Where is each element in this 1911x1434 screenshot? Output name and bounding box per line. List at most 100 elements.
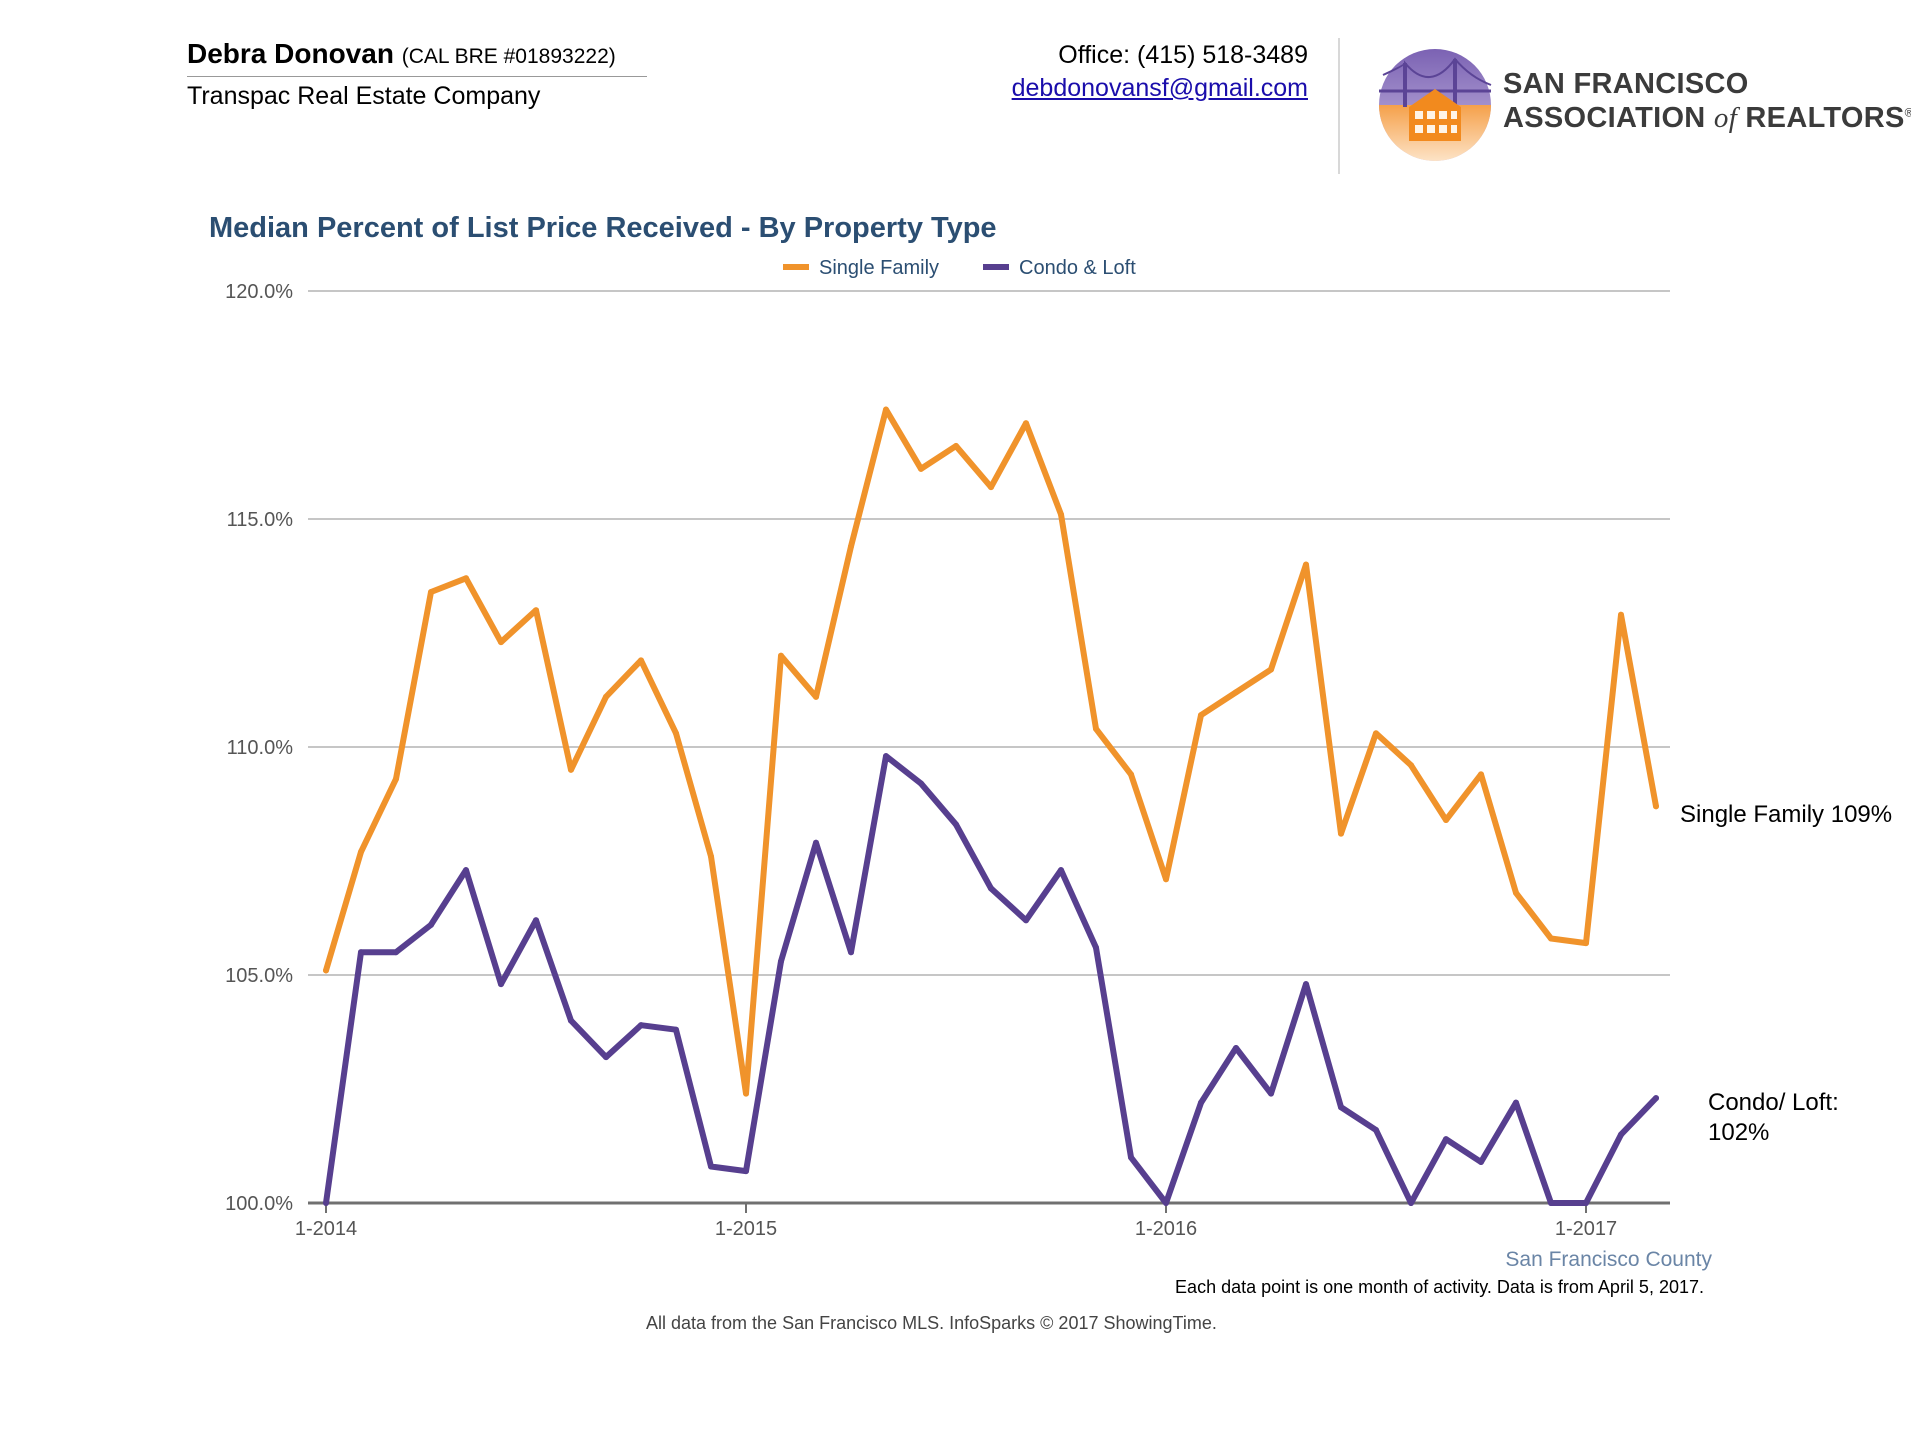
data-point xyxy=(953,443,959,450)
data-point xyxy=(988,484,994,491)
company-name: Transpac Real Estate Company xyxy=(187,82,541,110)
data-point xyxy=(463,575,469,582)
data-point xyxy=(1478,1158,1484,1165)
data-point xyxy=(1548,935,1554,942)
annotation-condo-label: Condo/ Loft: xyxy=(1708,1089,1839,1116)
data-point xyxy=(393,949,399,956)
data-point xyxy=(918,780,924,787)
data-point xyxy=(638,1022,644,1029)
data-point xyxy=(1443,816,1449,823)
association-realtors: REALTORS xyxy=(1737,102,1905,134)
association-name-line1: SAN FRANCISCO xyxy=(1503,68,1749,100)
data-point xyxy=(708,1163,714,1170)
data-point xyxy=(918,465,924,472)
data-point xyxy=(1058,867,1064,874)
data-point xyxy=(568,1017,574,1024)
county-label: San Francisco County xyxy=(1505,1248,1712,1271)
golden-gate-bridge-house-logo xyxy=(1379,49,1492,161)
data-point xyxy=(1373,1127,1379,1134)
agent-underline xyxy=(187,76,647,77)
data-point xyxy=(1058,511,1064,518)
data-point xyxy=(1548,1200,1554,1206)
data-point xyxy=(1303,981,1309,988)
data-point xyxy=(673,730,679,737)
annotation-condo-value: 102% xyxy=(1708,1119,1769,1146)
registered-mark: ® xyxy=(1904,105,1911,120)
footer-note: Each data point is one month of activity… xyxy=(1175,1277,1704,1297)
agent-name: Debra Donovan (CAL BRE #01893222) xyxy=(187,38,616,70)
data-point xyxy=(1268,1090,1274,1097)
data-point xyxy=(673,1026,679,1033)
data-point xyxy=(428,921,434,928)
data-point xyxy=(1408,1200,1414,1206)
x-tick-label: 1-2017 xyxy=(1555,1218,1617,1240)
data-point xyxy=(1128,771,1134,778)
data-point xyxy=(358,949,364,956)
data-point xyxy=(1163,876,1169,883)
x-tick-label: 1-2014 xyxy=(295,1218,357,1240)
y-tick-label: 115.0% xyxy=(227,509,294,531)
data-point xyxy=(1023,420,1029,427)
y-tick-label: 110.0% xyxy=(227,737,294,759)
data-point xyxy=(953,821,959,828)
data-point xyxy=(1618,611,1624,618)
data-point xyxy=(1093,944,1099,951)
footer-source: All data from the San Francisco MLS. Inf… xyxy=(646,1313,1217,1333)
data-point xyxy=(988,885,994,892)
data-point xyxy=(708,853,714,860)
data-point xyxy=(1338,830,1344,837)
data-point xyxy=(358,848,364,855)
y-tick-label: 105.0% xyxy=(225,965,293,987)
data-point xyxy=(603,1054,609,1061)
data-point xyxy=(568,766,574,773)
association-word: ASSOCIATION xyxy=(1503,102,1714,134)
data-point xyxy=(1023,917,1029,924)
data-point xyxy=(1653,803,1659,810)
data-point xyxy=(533,917,539,924)
data-point xyxy=(1198,712,1204,719)
data-point xyxy=(1303,561,1309,568)
y-tick-label: 100.0% xyxy=(225,1193,293,1215)
data-point xyxy=(1198,1099,1204,1106)
x-tick-label: 1-2016 xyxy=(1135,1218,1197,1240)
data-point xyxy=(883,406,889,413)
data-point xyxy=(1513,1099,1519,1106)
data-point xyxy=(1478,771,1484,778)
office-phone: Office: (415) 518-3489 xyxy=(1058,41,1308,69)
association-name-line2: ASSOCIATION of REALTORS® xyxy=(1503,102,1911,135)
data-point xyxy=(638,657,644,664)
data-point xyxy=(323,1200,329,1206)
data-point xyxy=(743,1168,749,1175)
header-divider xyxy=(1338,38,1340,174)
data-point xyxy=(1653,1095,1659,1102)
data-point xyxy=(1268,666,1274,673)
y-tick-label: 120.0% xyxy=(225,281,293,303)
data-point xyxy=(1513,889,1519,896)
data-point xyxy=(533,607,539,614)
data-point xyxy=(498,639,504,646)
data-point xyxy=(1093,725,1099,732)
chart-title: Median Percent of List Price Received - … xyxy=(209,212,997,244)
data-point xyxy=(1233,689,1239,696)
data-point xyxy=(813,693,819,700)
data-point xyxy=(1373,730,1379,737)
data-point xyxy=(428,588,434,595)
legend-label: Condo & Loft xyxy=(1019,257,1136,279)
data-point xyxy=(778,652,784,659)
x-tick-label: 1-2015 xyxy=(715,1218,777,1240)
data-point xyxy=(1163,1200,1169,1206)
agent-name-text: Debra Donovan xyxy=(187,38,394,69)
series-line-single-family xyxy=(323,406,1659,1097)
data-point xyxy=(393,775,399,782)
data-point xyxy=(1618,1131,1624,1138)
data-point xyxy=(1583,1200,1589,1206)
data-point xyxy=(778,958,784,965)
data-point xyxy=(1338,1104,1344,1111)
data-point xyxy=(1583,940,1589,947)
agent-license: (CAL BRE #01893222) xyxy=(401,45,616,68)
data-point xyxy=(1408,762,1414,769)
data-point xyxy=(463,867,469,874)
email-link[interactable]: debdonovansf@gmail.com xyxy=(1011,74,1308,102)
annotation-single-family: Single Family 109% xyxy=(1680,801,1892,828)
data-point xyxy=(848,949,854,956)
